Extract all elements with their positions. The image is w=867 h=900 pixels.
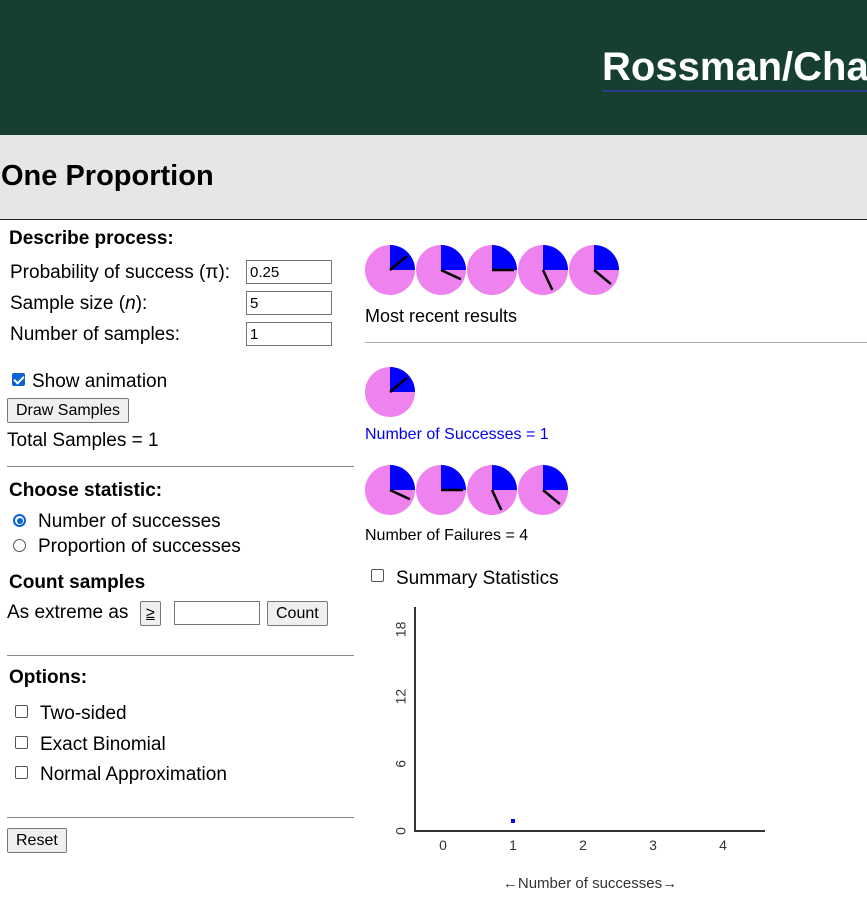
spinner-needle (389, 488, 411, 501)
spinner-needle (440, 268, 462, 281)
spinner-needle (593, 269, 612, 286)
spinner-success-region (543, 465, 568, 490)
number-of-samples-input[interactable] (246, 322, 332, 346)
spinner-success-region (594, 245, 619, 270)
sample-size-label-var: n (125, 293, 136, 314)
recent-spinners (365, 245, 619, 295)
x-axis-label: ←Number of successes→ (503, 875, 677, 892)
divider (7, 817, 354, 818)
y-tick-label: 6 (393, 760, 409, 768)
success-count-text: Number of Successes = 1 (365, 426, 549, 443)
spinner-success-region (390, 465, 415, 490)
divider (7, 655, 354, 656)
process-heading: Describe process: (9, 228, 174, 249)
data-point (511, 819, 515, 823)
show-animation-label: Show animation (32, 371, 168, 392)
extreme-operator-button[interactable]: ≥ (140, 601, 161, 626)
show-animation-checkbox[interactable] (12, 373, 25, 386)
count-heading: Count samples (9, 572, 146, 593)
exact-binomial-checkbox[interactable] (15, 736, 28, 749)
spinner-success-region (492, 245, 517, 270)
normal-approximation-checkbox[interactable] (15, 766, 28, 779)
radio-label-number: Number of successes (38, 511, 221, 532)
x-tick-label: 3 (649, 837, 657, 853)
summary-statistics-checkbox[interactable] (371, 569, 384, 582)
reset-button[interactable]: Reset (7, 828, 67, 853)
banner-title-link[interactable]: Rossman/Cha (602, 44, 867, 92)
radio-proportion-of-successes[interactable] (13, 539, 26, 552)
probability-input[interactable] (246, 260, 332, 284)
most-recent-label: Most recent results (365, 306, 518, 326)
spinner-success-region (543, 245, 568, 270)
failure-spinners (365, 465, 568, 515)
page-title: One Proportion (1, 160, 214, 192)
y-tick-label: 0 (393, 827, 409, 835)
radio-label-proportion: Proportion of successes (38, 536, 241, 557)
y-tick-label: 18 (393, 621, 409, 637)
failure-count-text: Number of Failures = 4 (365, 527, 529, 544)
spinner-success-region (441, 245, 466, 270)
sample-size-label-pre: Sample size ( (10, 293, 126, 314)
as-extreme-label: As extreme as (7, 602, 129, 623)
spinner-needle (389, 254, 408, 271)
spinner-needle (490, 489, 503, 511)
spinner-needle (542, 489, 561, 506)
count-button[interactable]: Count (267, 601, 328, 626)
sample-size-label-post: ): (135, 293, 148, 314)
divider (7, 466, 354, 467)
x-tick-label: 4 (719, 837, 727, 853)
two-sided-checkbox[interactable] (15, 705, 28, 718)
spinner-success-region (441, 465, 466, 490)
statistic-heading: Choose statistic: (9, 480, 163, 501)
spinner-needle (541, 269, 554, 291)
options-heading: Options: (9, 667, 88, 688)
probability-label: Probability of success (π): (10, 262, 231, 283)
title-bar: One Proportion (0, 135, 867, 220)
number-of-samples-label: Number of samples: (10, 324, 181, 345)
draw-samples-button[interactable]: Draw Samples (7, 398, 130, 423)
y-tick-label: 12 (393, 689, 409, 705)
x-tick-label: 0 (439, 837, 447, 853)
sample-size-label: Sample size (n): (10, 293, 147, 315)
spinner-success-region (492, 465, 517, 490)
radio-number-of-successes[interactable] (13, 514, 26, 527)
spinner-needle (389, 376, 408, 393)
two-sided-label: Two-sided (40, 703, 127, 724)
site-banner: Rossman/Cha (0, 0, 867, 135)
count-value-input[interactable] (174, 601, 260, 625)
normal-approximation-label: Normal Approximation (40, 764, 227, 785)
success-spinners (365, 367, 415, 417)
exact-binomial-label: Exact Binomial (40, 734, 166, 755)
divider (365, 342, 867, 343)
x-tick-label: 2 (579, 837, 587, 853)
total-samples-text: Total Samples = 1 (7, 430, 159, 451)
summary-statistics-label: Summary Statistics (396, 568, 559, 589)
sample-size-input[interactable] (246, 291, 332, 315)
x-tick-label: 1 (509, 837, 517, 853)
